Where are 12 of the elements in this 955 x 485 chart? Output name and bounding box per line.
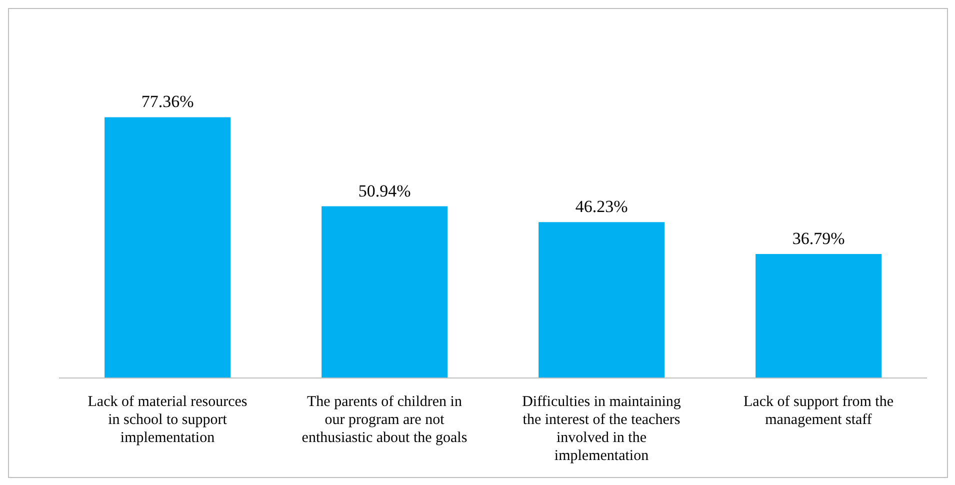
bar	[322, 206, 448, 378]
bar	[104, 117, 231, 378]
bar	[538, 222, 665, 378]
x-tick-label: Difficulties in maintaining the interest of the teachers involved in the implementation	[522, 394, 682, 464]
bar	[756, 254, 882, 378]
data-label: 77.36%	[141, 92, 194, 112]
x-tick-label: Lack of material resources in school to support implementation	[88, 394, 248, 446]
x-tick-label: Lack of support from the management staff	[744, 394, 894, 428]
data-label: 36.79%	[792, 228, 845, 248]
data-label: 46.23%	[575, 197, 628, 216]
x-tick-label: The parents of children in our program are not enthusiastic about the goals	[302, 394, 468, 446]
data-label: 50.94%	[358, 181, 411, 200]
